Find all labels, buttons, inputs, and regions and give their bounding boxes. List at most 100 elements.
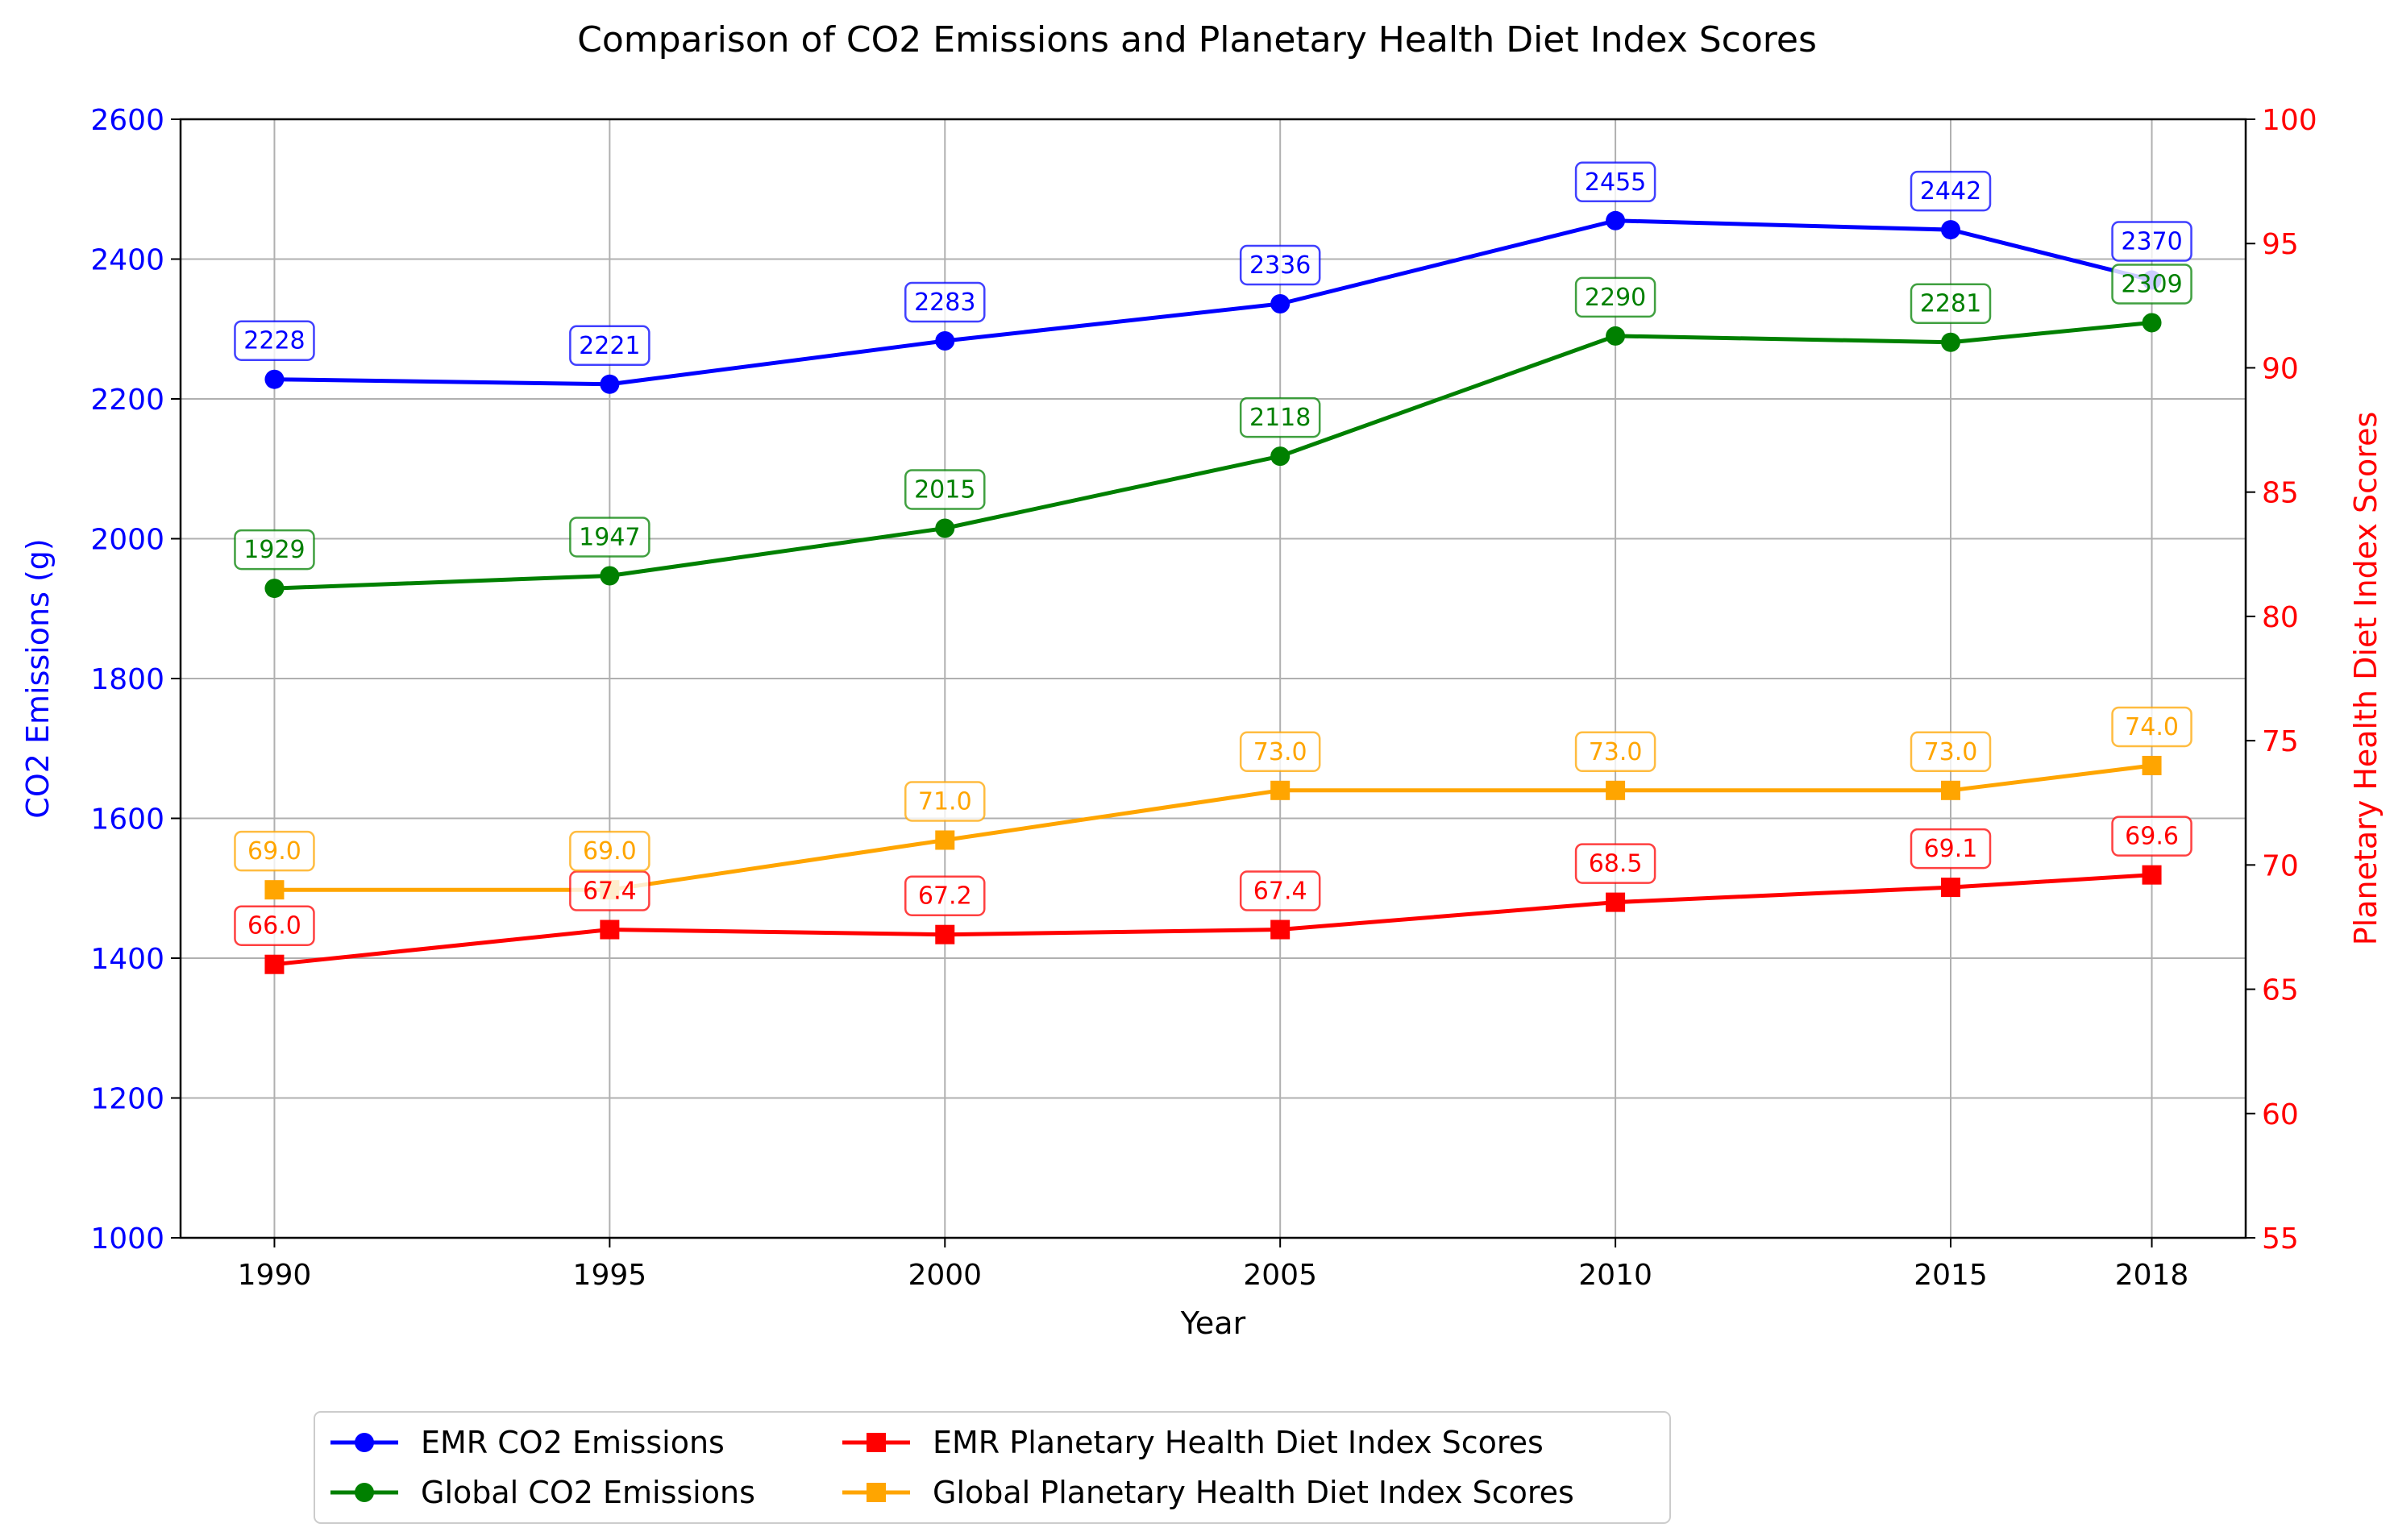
data-label: 67.2 <box>918 882 972 911</box>
data-label: 2118 <box>1249 404 1311 432</box>
data-label-box <box>2111 264 2192 305</box>
data-label: 73.0 <box>1589 738 1643 766</box>
data-label: 73.0 <box>1924 738 1978 766</box>
data-label-box <box>1239 731 1321 773</box>
x-tick-label: 2010 <box>1578 1259 1652 1292</box>
data-label-box <box>234 529 315 571</box>
series-marker <box>1270 780 1291 800</box>
x-tick-label: 2018 <box>2115 1259 2189 1292</box>
legend-entry: EMR Planetary Health Diet Index Scores <box>933 1425 1544 1460</box>
data-label: 2221 <box>579 332 640 360</box>
data-label-box <box>1574 161 1656 203</box>
right-y-tick-label: 85 <box>2262 477 2299 510</box>
right-y-tick-label: 70 <box>2262 849 2299 882</box>
series-marker <box>2142 755 2162 775</box>
data-label: 2228 <box>243 327 305 355</box>
series-marker <box>1606 326 1626 346</box>
left-y-tick-label: 1400 <box>90 943 164 976</box>
series-marker <box>1941 220 1960 240</box>
x-axis-ticks: 1990 1995 2000 2005 2010 2015 2018 <box>238 1238 2189 1292</box>
data-label: 2290 <box>1585 284 1646 312</box>
right-y-axis-label: Planetary Health Diet Index Scores <box>2348 412 2384 946</box>
left-y-tick-label: 2600 <box>90 104 164 137</box>
right-y-tick-label: 80 <box>2262 601 2299 634</box>
series-marker <box>600 374 620 394</box>
series-marker <box>264 954 285 974</box>
series-marker <box>867 1433 886 1452</box>
right-y-tick-label: 60 <box>2262 1098 2299 1131</box>
data-label-box <box>1910 283 1992 324</box>
data-label: 69.1 <box>1924 835 1978 863</box>
data-label-box <box>2111 706 2192 748</box>
left-y-axis-ticks: 1000 1200 1400 1600 1800 2000 2200 2400 2600 <box>90 104 181 1256</box>
left-y-tick-label: 1800 <box>90 663 164 696</box>
series-marker <box>2142 865 2162 885</box>
left-y-tick-label: 2200 <box>90 384 164 417</box>
data-label-box <box>569 325 650 367</box>
data-label: 67.4 <box>1253 878 1307 906</box>
data-label: 67.4 <box>583 878 637 906</box>
data-label: 2283 <box>914 288 975 317</box>
chart-title: Comparison of CO2 Emissions and Planetar… <box>577 19 1817 60</box>
series-lines <box>274 218 2153 967</box>
series-marker <box>1941 780 1960 800</box>
data-label: 69.6 <box>2125 823 2179 851</box>
data-label: 2281 <box>1920 290 1981 318</box>
left-y-tick-label: 1200 <box>90 1083 164 1116</box>
series-markers <box>264 210 2162 974</box>
data-label: 73.0 <box>1253 738 1307 766</box>
data-label-box <box>1239 244 1321 286</box>
right-y-tick-label: 75 <box>2262 725 2299 758</box>
data-label: 66.0 <box>247 912 301 940</box>
series-marker <box>935 830 955 850</box>
series-line <box>274 763 2152 892</box>
data-label: 69.0 <box>583 837 637 865</box>
right-y-tick-label: 95 <box>2262 228 2299 261</box>
data-label-box <box>569 517 650 558</box>
series-marker <box>1941 878 1960 898</box>
data-label-box <box>2111 221 2192 262</box>
data-label: 74.0 <box>2125 713 2179 741</box>
data-label-box <box>1574 843 1656 884</box>
legend-entry: EMR CO2 Emissions <box>421 1425 725 1460</box>
data-label-box <box>1574 731 1656 773</box>
series-marker <box>355 1483 374 1502</box>
x-tick-label: 2015 <box>1914 1259 1988 1292</box>
data-label: 69.0 <box>247 837 301 865</box>
data-label: 1947 <box>579 523 640 551</box>
data-label: 2309 <box>2121 270 2182 298</box>
left-y-tick-label: 2000 <box>90 524 164 557</box>
data-label-box <box>2111 816 2192 857</box>
left-y-tick-label: 1000 <box>90 1222 164 1256</box>
series-marker <box>600 919 620 940</box>
series-marker <box>867 1483 886 1502</box>
data-label-box <box>1910 170 1992 212</box>
data-label: 71.0 <box>918 787 972 816</box>
right-y-tick-label: 90 <box>2262 352 2299 385</box>
data-label-box <box>234 830 315 872</box>
data-label: 2455 <box>1585 168 1646 197</box>
series-marker <box>600 566 620 586</box>
x-tick-label: 2000 <box>908 1259 982 1292</box>
legend-entry: Global CO2 Emissions <box>421 1475 755 1510</box>
data-label-box <box>904 875 986 916</box>
series-marker <box>935 924 955 944</box>
data-label-box <box>904 781 986 822</box>
data-label-box <box>904 469 986 510</box>
right-y-tick-label: 55 <box>2262 1222 2299 1256</box>
series-marker <box>1270 919 1291 940</box>
series-marker <box>1941 332 1960 352</box>
series-marker <box>1606 210 1626 230</box>
data-label: 2370 <box>2121 228 2182 256</box>
data-labels: 2228 2221 2283 2336 2455 2442 2370 1929 1947 2015… <box>234 161 2192 946</box>
series-line <box>274 320 2152 591</box>
series-line <box>274 218 2153 387</box>
data-label-box <box>569 830 650 872</box>
series-marker <box>935 518 955 538</box>
right-y-tick-label: 65 <box>2262 974 2299 1007</box>
data-label-box <box>234 905 315 946</box>
series-marker <box>355 1433 374 1452</box>
left-y-tick-label: 2400 <box>90 244 164 277</box>
series-marker <box>1606 892 1626 912</box>
